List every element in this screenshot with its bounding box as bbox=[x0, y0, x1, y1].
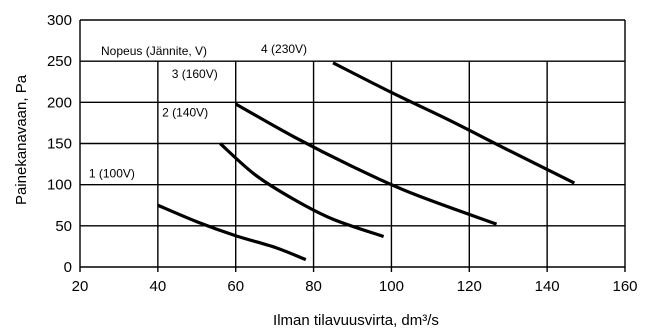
y-tick-label: 0 bbox=[64, 259, 72, 276]
series-line-1 bbox=[157, 203, 307, 262]
y-axis-title: Painekanavaan, Pa bbox=[13, 74, 30, 205]
y-tick-label: 50 bbox=[55, 218, 72, 235]
x-tick-label: 20 bbox=[72, 278, 89, 295]
y-tick-label: 250 bbox=[47, 53, 72, 70]
x-tick-label: 120 bbox=[457, 278, 482, 295]
annotation-nopeus: Nopeus (Jännite, V) bbox=[101, 44, 207, 58]
series-label-1: 1 (100V) bbox=[89, 166, 135, 180]
series-label-4: 4 (230V) bbox=[261, 42, 307, 56]
y-tick-label: 100 bbox=[47, 177, 72, 194]
y-tick-label: 200 bbox=[47, 94, 72, 111]
series-label-3: 3 (160V) bbox=[172, 67, 218, 81]
series-lines bbox=[157, 61, 576, 262]
x-tick-label: 140 bbox=[535, 278, 560, 295]
y-tick-label: 300 bbox=[47, 12, 72, 29]
x-axis-title: Ilman tilavuusvirta, dm³/s bbox=[273, 312, 439, 329]
x-tick-label: 60 bbox=[227, 278, 244, 295]
x-tick-label: 100 bbox=[379, 278, 404, 295]
x-tick-label: 160 bbox=[612, 278, 637, 295]
series-line-3 bbox=[234, 102, 498, 226]
labels: Nopeus (Jännite, V) Ilman tilavuusvirta,… bbox=[13, 12, 638, 329]
x-tick-label: 40 bbox=[150, 278, 167, 295]
series-label-2: 2 (140V) bbox=[162, 106, 208, 120]
y-tick-label: 150 bbox=[47, 136, 72, 153]
series-line-2 bbox=[219, 142, 385, 239]
series-line-4 bbox=[332, 61, 576, 185]
grid bbox=[79, 19, 626, 272]
x-tick-label: 80 bbox=[305, 278, 322, 295]
